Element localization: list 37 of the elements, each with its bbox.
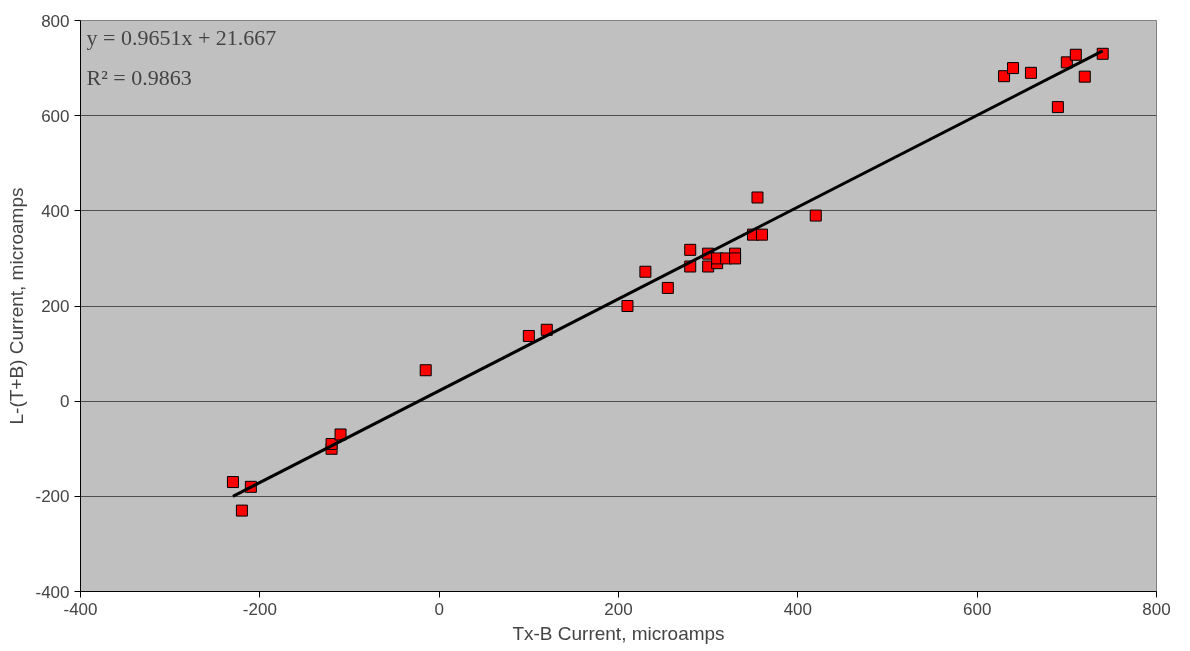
y-tick-label: 200 (41, 297, 70, 316)
point (1024, 66, 1037, 79)
point (998, 70, 1011, 83)
point (419, 364, 432, 377)
annotation: y = 0.9651x + 21.667 (86, 25, 277, 51)
point (522, 329, 535, 342)
x-tick-label: 400 (783, 599, 813, 619)
point (661, 281, 674, 294)
y-tick-label: -400 (35, 582, 70, 602)
point (1051, 101, 1064, 114)
x-tick-label: 200 (604, 599, 633, 619)
y-tick-label: 800 (41, 11, 70, 31)
x-tick-label: -400 (63, 599, 98, 619)
point (334, 428, 347, 441)
point (1078, 70, 1091, 83)
point (1007, 62, 1020, 75)
point (226, 476, 239, 489)
point (235, 504, 248, 517)
y-tick-label: -200 (35, 487, 70, 507)
x-tick-label: 0 (434, 599, 444, 619)
y-tick-label: 600 (41, 106, 70, 126)
x-tick-label: 600 (962, 599, 992, 619)
y-tick-label: 0 (60, 392, 70, 412)
point (729, 252, 742, 265)
x-axis-title: Tx-B Current, microamps (512, 622, 725, 644)
point (639, 265, 652, 278)
point (751, 191, 764, 204)
x-tick-label: 800 (1142, 599, 1171, 619)
x-tick-label: -200 (242, 599, 277, 619)
annotation: R² = 0.9863 (86, 65, 192, 91)
point (621, 300, 634, 312)
y-axis-title: L-(T+B) Current, microamps (6, 187, 28, 425)
point (684, 243, 697, 256)
y-tick-label: 400 (41, 201, 70, 221)
point (1069, 48, 1082, 61)
point (809, 209, 822, 222)
point (755, 228, 768, 241)
